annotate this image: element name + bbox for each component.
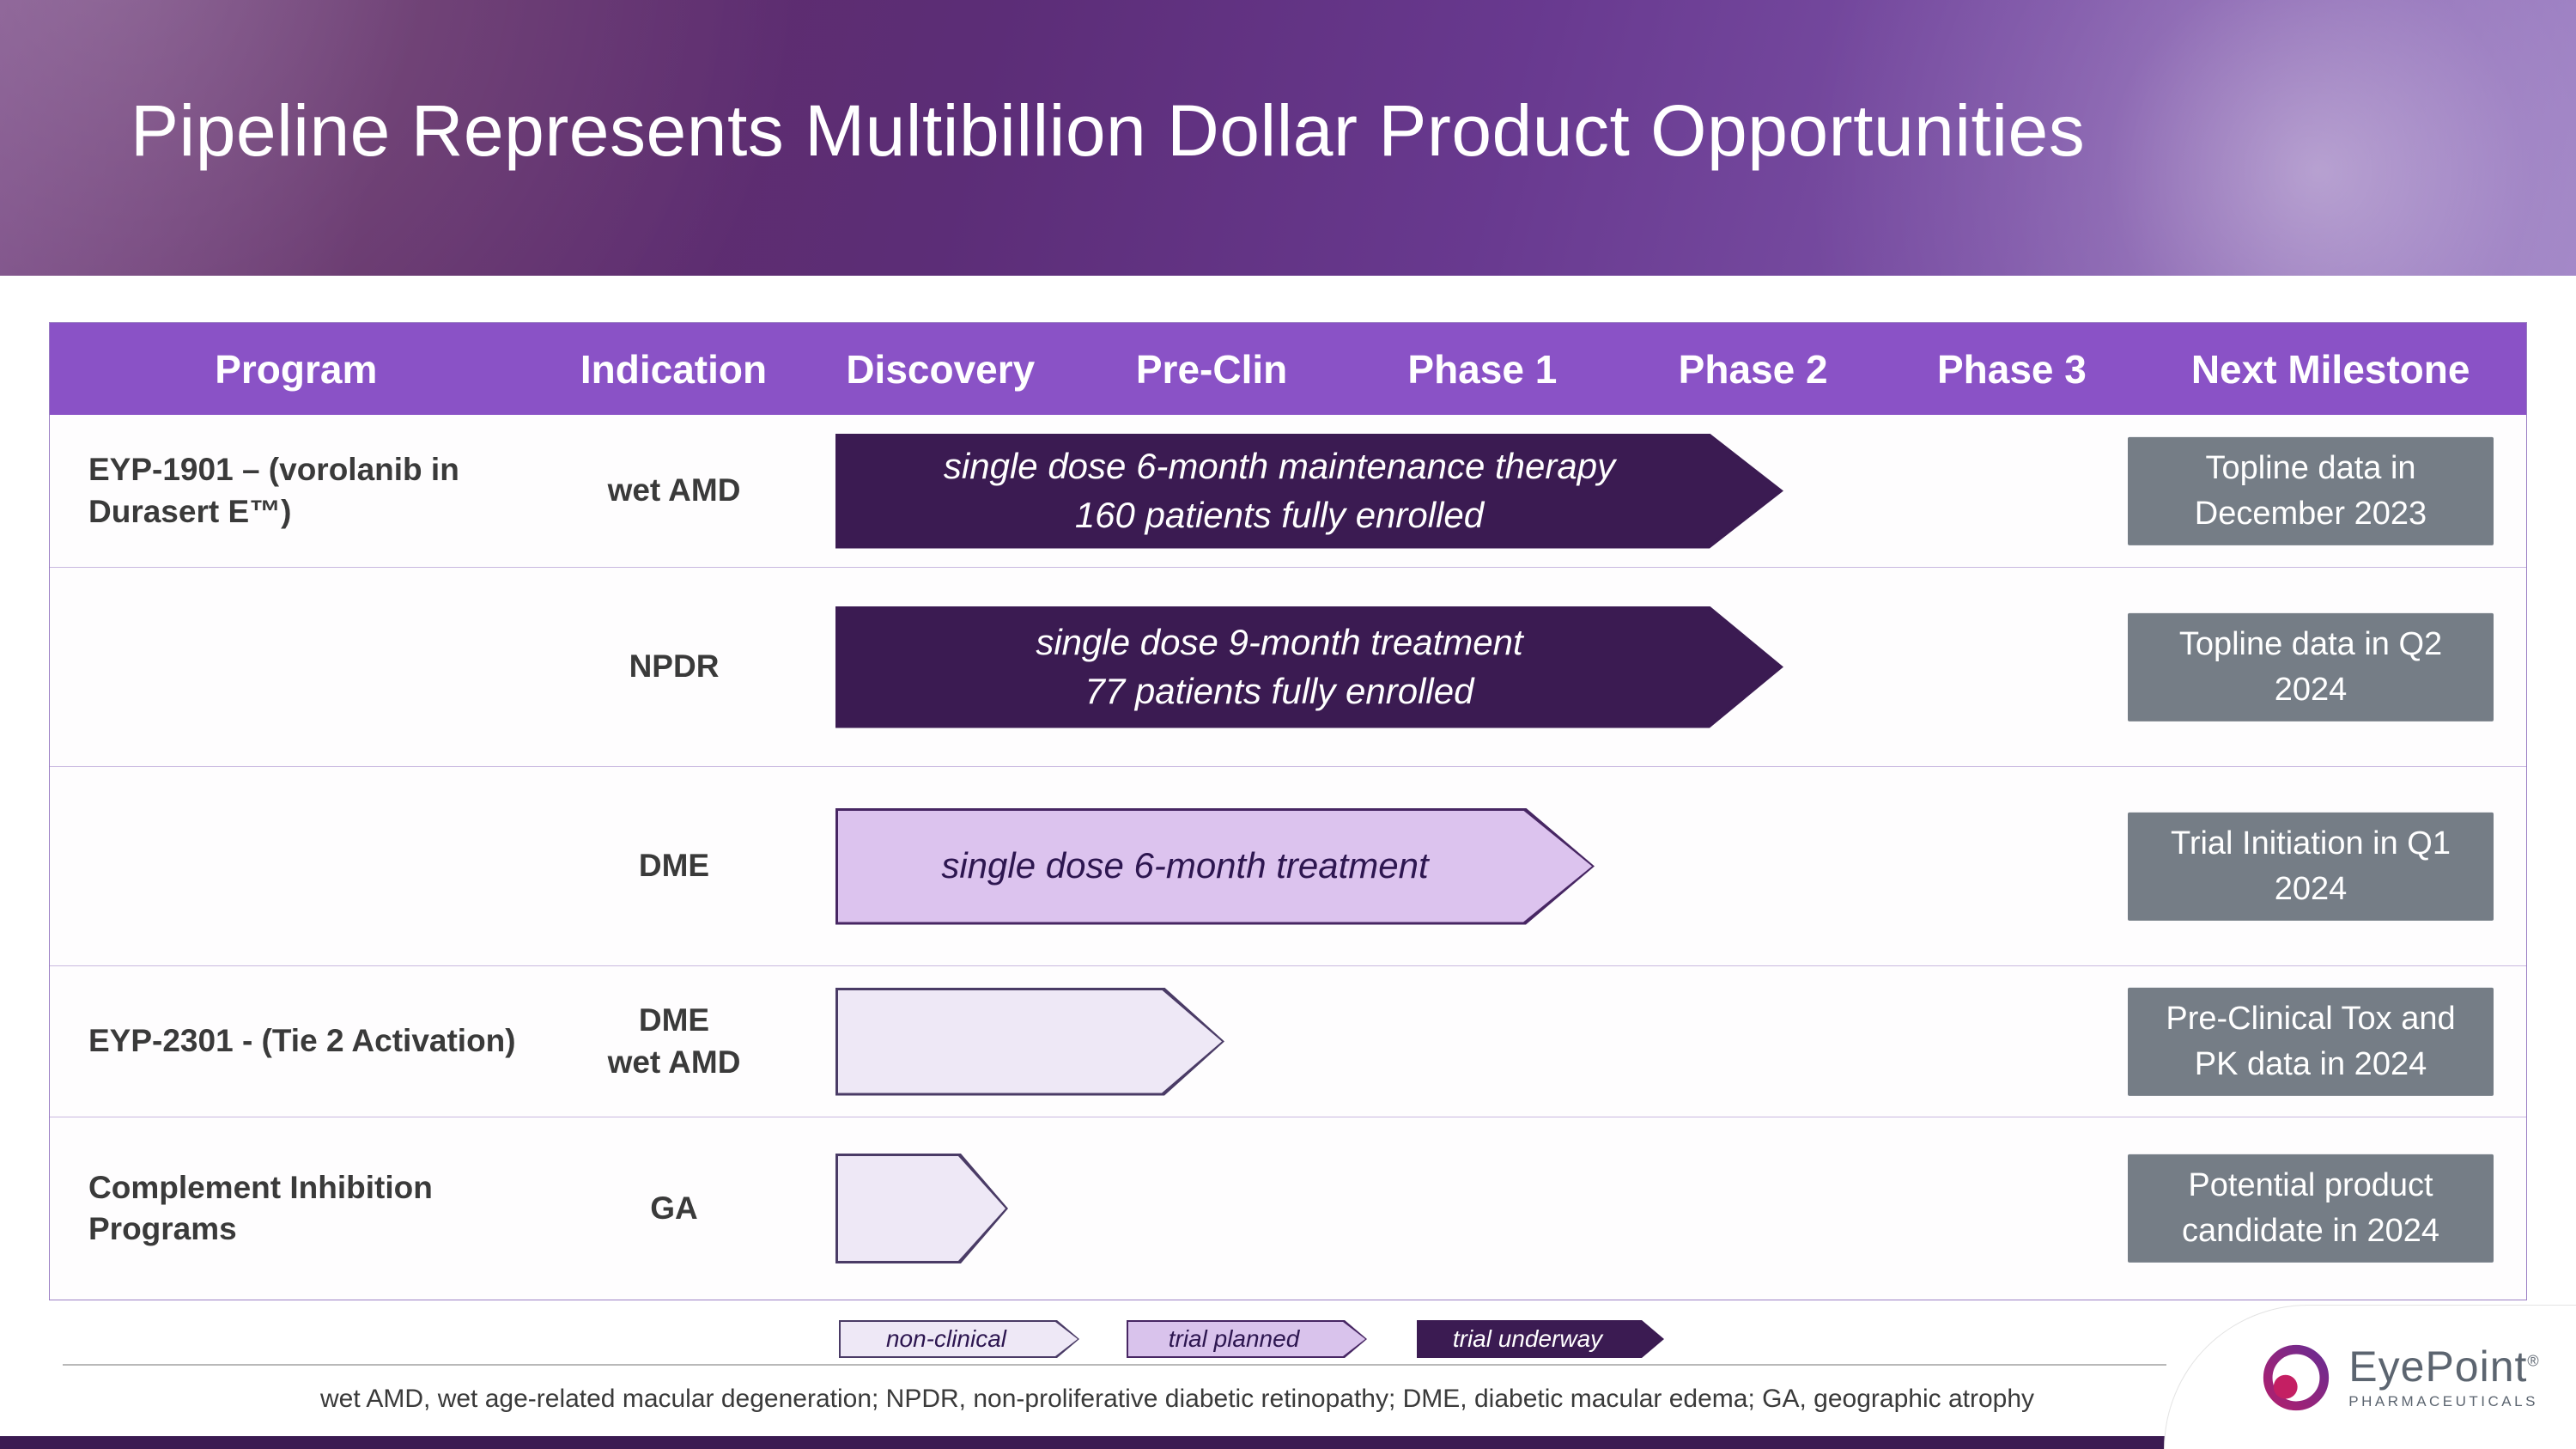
column-header-phase3: Phase 3 (1936, 346, 2087, 392)
arrow-fill (838, 609, 1781, 726)
milestone-badge: Topline data in Q2 2024 (2128, 612, 2494, 721)
page-title: Pipeline Represents Multibillion Dollar … (131, 90, 2086, 171)
milestone-badge: Potential product candidate in 2024 (2128, 1154, 2494, 1263)
indication-cell: NPDR (629, 648, 720, 685)
arrow-fill (1419, 1322, 1662, 1356)
footer-divider (63, 1364, 2166, 1366)
program-cell (50, 767, 543, 965)
milestone-badge: Topline data in December 2023 (2128, 436, 2494, 545)
indication-cell: GA (650, 1190, 698, 1226)
column-header-phase1: Phase 1 (1407, 346, 1558, 392)
legend-label: trial underway (1452, 1325, 1603, 1352)
milestone-badge: Pre-Clinical Tox and PK data in 2024 (2128, 987, 2494, 1096)
registered-mark: ® (2527, 1351, 2540, 1369)
logo-text: EyePoint® PHARMACEUTICALS (2348, 1345, 2539, 1410)
table-header-row: Program Indication Discovery Pre-Clin Ph… (50, 323, 2526, 415)
indication-cell: DME wet AMD (543, 966, 805, 1117)
column-header-phase2: Phase 2 (1678, 346, 1828, 392)
phase-arrow-trial-planned: single dose 6-month treatment (835, 808, 1595, 925)
indication-line1: DME (638, 1002, 710, 1038)
phase-arrow-trial-underway: single dose 6-month maintenance therapy … (835, 434, 1783, 549)
phase-arrow-trial-underway: single dose 9-month treatment 77 patient… (835, 606, 1783, 728)
program-cell: Complement Inhibition Programs (88, 1169, 433, 1246)
arrow-fill (838, 1156, 1005, 1261)
arrow-fill (1128, 1322, 1365, 1356)
pipeline-table: Program Indication Discovery Pre-Clin Ph… (49, 322, 2527, 1300)
legend-label: non-clinical (885, 1325, 1007, 1352)
arrow-fill (838, 436, 1781, 546)
arrow-label-line1: single dose 6-month maintenance therapy (943, 445, 1616, 486)
arrow-label: single dose 9-month treatment 77 patient… (835, 606, 1783, 728)
legend-trial-underway: trial underway (1417, 1320, 1664, 1358)
arrow-label-line1: single dose 9-month treatment (1036, 621, 1523, 662)
logo-name-text: EyePoint (2348, 1342, 2528, 1391)
indication-line2: wet AMD (607, 1044, 741, 1080)
column-header-next-milestone: Next Milestone (2190, 346, 2470, 392)
abbreviations-footnote: wet AMD, wet age-related macular degener… (320, 1385, 2035, 1413)
banner: Pipeline Represents Multibillion Dollar … (0, 0, 2576, 276)
milestone-badge: Trial Initiation in Q1 2024 (2128, 812, 2494, 921)
column-header-discovery: Discovery (846, 346, 1036, 392)
phase-arrow-non-clinical (835, 988, 1224, 1096)
program-cell: EYP-2301 - (Tie 2 Activation) (88, 1023, 516, 1059)
program-cell: EYP-1901 – (vorolanib in Durasert E™) (88, 452, 459, 529)
table-row: EYP-2301 - (Tie 2 Activation) DME wet AM… (50, 966, 2526, 1117)
eyepoint-logo-icon (2263, 1344, 2330, 1410)
legend-label: trial planned (1168, 1325, 1300, 1352)
arrow-label: single dose 6-month maintenance therapy … (835, 434, 1783, 549)
arrow-label-line1: single dose 6-month treatment (941, 845, 1429, 886)
bottom-accent-bar (0, 1436, 2576, 1449)
arrow-label-line2: 77 patients fully enrolled (1084, 670, 1474, 711)
phase-arrow-non-clinical (835, 1154, 1008, 1263)
arrow-fill (838, 990, 1222, 1093)
column-header-program: Program (215, 346, 378, 392)
table-row: Complement Inhibition Programs GA Potent… (50, 1117, 2526, 1300)
program-cell (50, 568, 543, 766)
arrow-label: single dose 6-month treatment (835, 808, 1595, 925)
arrow-fill (841, 1322, 1078, 1356)
table-row: DME single dose 6-month treatment Trial … (50, 767, 2526, 966)
indication-cell: DME (638, 848, 710, 884)
table-row: NPDR single dose 9-month treatment 77 pa… (50, 568, 2526, 767)
legend-trial-planned: trial planned (1127, 1320, 1367, 1358)
legend-non-clinical: non-clinical (839, 1320, 1079, 1358)
column-header-indication: Indication (580, 346, 768, 392)
logo-subtext: PHARMACEUTICALS (2348, 1392, 2538, 1409)
table-row: EYP-1901 – (vorolanib in Durasert E™) we… (50, 415, 2526, 568)
column-header-preclin: Pre-Clin (1135, 346, 1288, 392)
arrow-fill (838, 811, 1592, 922)
indication-cell: wet AMD (607, 472, 741, 508)
arrow-label-line2: 160 patients fully enrolled (1074, 494, 1485, 535)
company-logo: EyePoint® PHARMACEUTICALS (2164, 1305, 2576, 1449)
logo-name: EyePoint® (2348, 1345, 2539, 1388)
